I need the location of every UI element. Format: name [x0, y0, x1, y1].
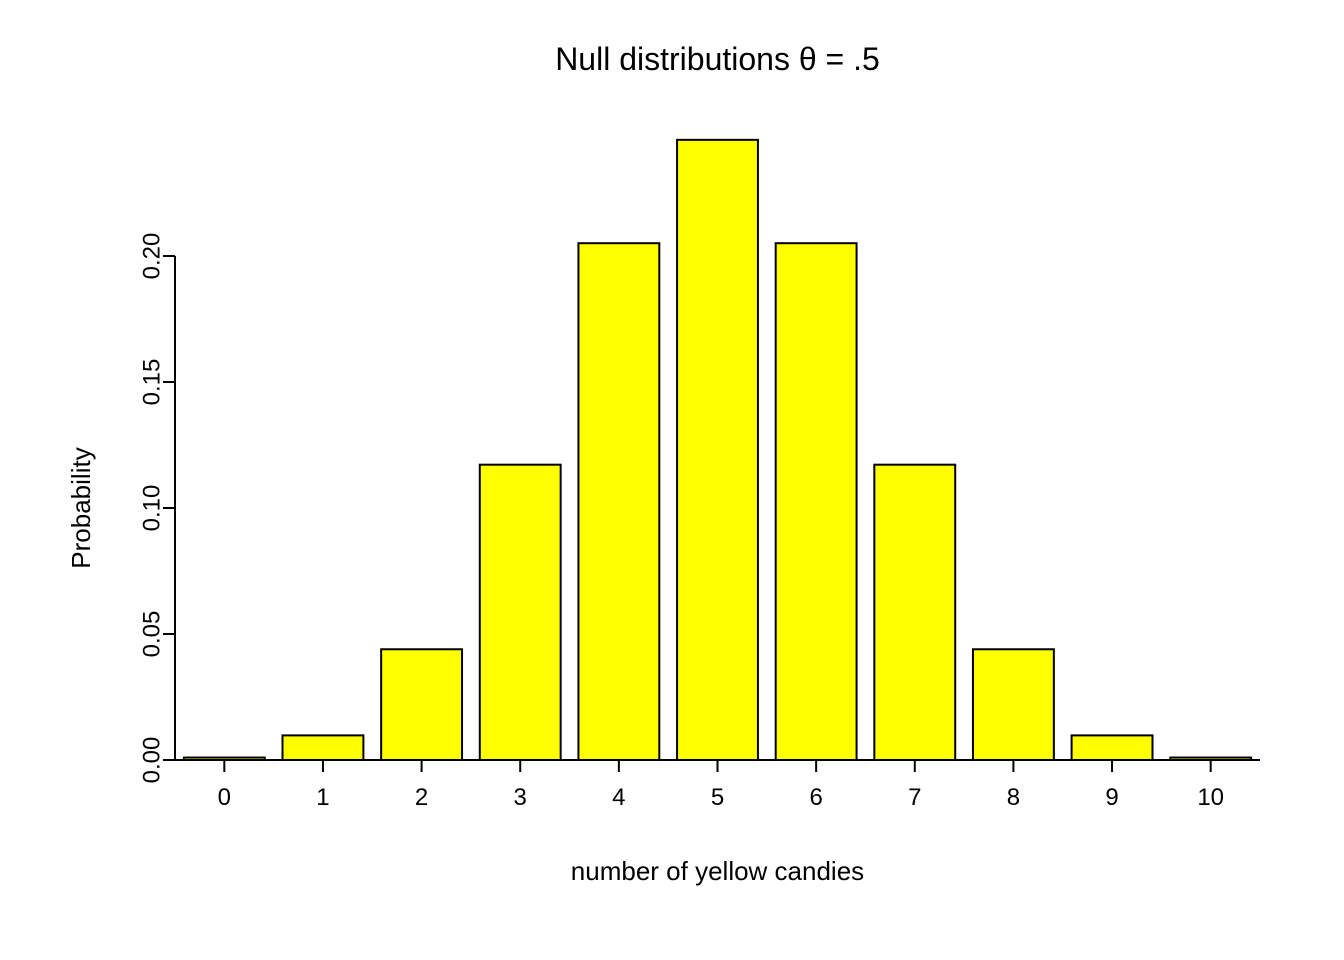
bar — [480, 465, 561, 760]
x-tick-label: 6 — [809, 784, 822, 811]
y-tick-label: 0.20 — [138, 233, 165, 280]
bar — [283, 735, 364, 760]
x-tick-label: 8 — [1007, 784, 1020, 811]
x-tick-label: 9 — [1105, 784, 1118, 811]
x-tick-label: 10 — [1197, 784, 1224, 811]
chart-title: Null distributions θ = .5 — [555, 41, 880, 77]
x-axis-label: number of yellow candies — [571, 856, 864, 886]
x-tick-label: 0 — [218, 784, 231, 811]
y-tick-label: 0.05 — [138, 611, 165, 658]
x-tick-label: 7 — [908, 784, 921, 811]
bar — [677, 140, 758, 760]
x-tick-label: 1 — [316, 784, 329, 811]
x-tick-label: 4 — [612, 784, 625, 811]
x-tick-label: 3 — [514, 784, 527, 811]
y-tick-label: 0.10 — [138, 485, 165, 532]
y-axis-label: Probability — [66, 447, 96, 568]
x-tick-label: 2 — [415, 784, 428, 811]
bar — [381, 649, 462, 760]
bar — [578, 243, 659, 760]
y-tick-label: 0.15 — [138, 359, 165, 406]
chart-background — [0, 0, 1344, 960]
x-tick-label: 5 — [711, 784, 724, 811]
chart-container: Null distributions θ = .5 0 1 2 3 4 5 6 7 8 9 10 num… — [0, 0, 1344, 960]
bar — [874, 465, 955, 760]
bar — [776, 243, 857, 760]
y-tick-label: 0.00 — [138, 737, 165, 784]
bar-chart: Null distributions θ = .5 0 1 2 3 4 5 6 7 8 9 10 num… — [0, 0, 1344, 960]
bar — [973, 649, 1054, 760]
bar — [1072, 735, 1153, 760]
